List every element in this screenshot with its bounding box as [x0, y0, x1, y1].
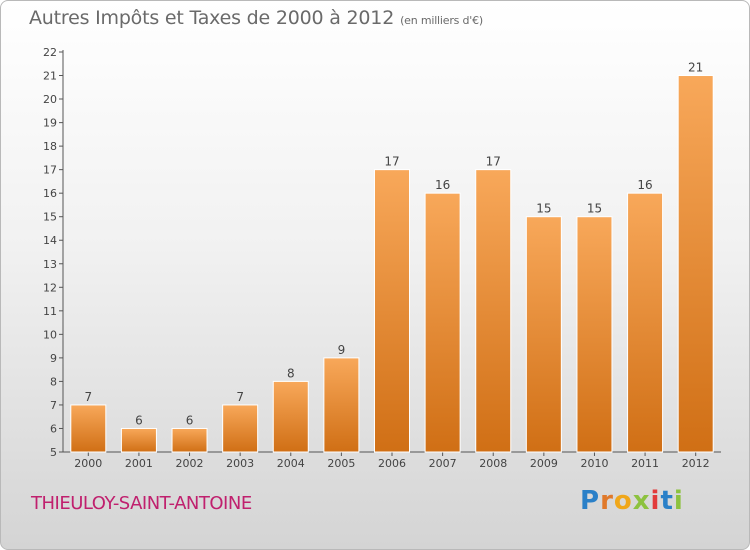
y-tick-label: 14: [43, 234, 57, 247]
y-tick-label: 16: [43, 187, 57, 200]
bar: [677, 75, 714, 453]
bar: [374, 169, 410, 453]
chart-title-text: Autres Impôts et Taxes de 2000 à 2012: [29, 7, 395, 29]
y-tick-label: 20: [43, 93, 57, 106]
x-tick-label: 2006: [378, 457, 406, 470]
y-tick-label: 9: [50, 352, 57, 365]
bar: [424, 192, 461, 453]
bar: [120, 427, 157, 453]
bar: [171, 427, 208, 453]
bar-value-label: 16: [435, 178, 450, 192]
y-tick-label: 18: [43, 140, 57, 153]
y-tick-label: 7: [50, 399, 57, 412]
x-tick-label: 2005: [327, 457, 355, 470]
bar: [627, 192, 664, 453]
y-tick-label: 22: [43, 46, 57, 59]
bar: [525, 216, 562, 453]
brand-letter: i: [650, 486, 661, 516]
x-tick-label: 2007: [429, 457, 457, 470]
bar: [576, 216, 613, 453]
x-tick-label: 2004: [277, 457, 305, 470]
x-tick-label: 2008: [479, 457, 507, 470]
brand-letter: r: [600, 486, 614, 516]
bar: [323, 357, 360, 453]
bar-value-label: 7: [236, 390, 244, 404]
bar-value-label: 17: [384, 155, 399, 169]
brand-letter: o: [613, 486, 633, 516]
y-tick-label: 8: [50, 375, 57, 388]
bars: 7 6 6 7 8 9 17 16 17 15 15 16 21: [70, 61, 714, 453]
y-tick-label: 10: [43, 328, 57, 341]
x-tick-label: 2009: [530, 457, 558, 470]
bar: [475, 169, 512, 453]
brand-letter: x: [632, 486, 651, 516]
x-tick-label: 2002: [176, 457, 204, 470]
bar: [272, 380, 309, 453]
x-tick-label: 2001: [125, 457, 153, 470]
y-tick-label: 12: [43, 281, 57, 294]
bar-value-label: 6: [135, 413, 143, 427]
x-tick-label: 2011: [631, 457, 659, 470]
bar-value-label: 16: [637, 178, 652, 192]
bar: [70, 404, 107, 453]
brand-letter: i: [673, 486, 684, 516]
y-tick-label: 15: [43, 211, 57, 224]
bar-value-label: 21: [688, 61, 703, 75]
chart-subtitle: (en milliers d'€): [400, 14, 483, 27]
bar-value-label: 8: [287, 366, 295, 380]
y-tick-label: 5: [50, 446, 57, 459]
bar-value-label: 15: [536, 202, 551, 216]
bar-value-label: 9: [338, 343, 346, 357]
x-tick-label: 2000: [74, 457, 102, 470]
x-tick-label: 2003: [226, 457, 254, 470]
y-tick-label: 11: [43, 305, 57, 318]
brand-letter: t: [660, 486, 674, 516]
brand-logo: Proxiti: [580, 486, 684, 516]
bar-value-label: 15: [587, 202, 602, 216]
bar: [222, 404, 259, 453]
chart-title: Autres Impôts et Taxes de 2000 à 2012 (en…: [29, 7, 483, 29]
brand-letter: P: [580, 486, 601, 516]
city-name: THIEULOY-SAINT-ANTOINE: [31, 493, 252, 514]
bar-value-label: 7: [84, 390, 92, 404]
bar-value-label: 6: [186, 413, 194, 427]
x-tick-label: 2010: [580, 457, 608, 470]
x-tick-label: 2012: [682, 457, 710, 470]
y-tick-label: 21: [43, 70, 57, 83]
y-tick-label: 6: [50, 422, 57, 435]
bar-value-label: 17: [486, 155, 501, 169]
y-tick-label: 17: [43, 164, 57, 177]
y-tick-label: 19: [43, 117, 57, 130]
y-tick-label: 13: [43, 258, 57, 271]
